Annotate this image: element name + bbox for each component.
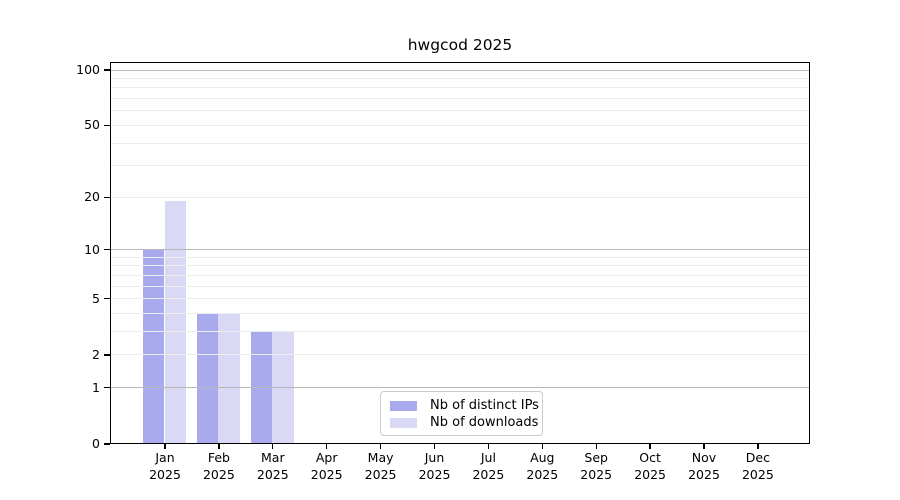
bar-downloads-feb [218, 313, 241, 443]
gridline-major [111, 387, 809, 389]
gridline-minor [111, 165, 809, 167]
legend-swatch-downloads [390, 417, 417, 428]
x-tick [326, 444, 328, 449]
gridline-minor [111, 298, 809, 300]
y-tick [103, 443, 110, 445]
y-tick [103, 387, 110, 389]
y-tick-label: 0 [92, 436, 100, 451]
y-tick-label: 50 [84, 117, 100, 133]
x-tick [541, 444, 543, 449]
y-tick-label: 100 [76, 62, 100, 77]
x-tick-label: Feb 2025 [202, 450, 235, 482]
gridline-minor [111, 77, 809, 79]
gridline-minor [111, 196, 809, 198]
y-tick [103, 354, 110, 356]
gridline-minor [111, 256, 809, 258]
y-tick-label: 1 [92, 379, 100, 395]
y-tick-label: 5 [92, 290, 100, 306]
x-tick-label: Oct 2025 [634, 450, 666, 482]
x-tick [649, 444, 651, 449]
y-tick [103, 249, 110, 251]
gridline-minor [111, 124, 809, 126]
y-tick-label: 20 [84, 189, 100, 205]
x-tick [757, 444, 759, 449]
gridline-minor [111, 142, 809, 144]
x-tick-label: Jun 2025 [418, 450, 451, 482]
gridline-minor [111, 285, 809, 287]
gridline-major [111, 69, 809, 71]
x-tick-label: May 2025 [364, 450, 397, 482]
gridline-minor [111, 110, 809, 112]
x-tick-label: Jan 2025 [149, 450, 181, 482]
x-tick [433, 444, 436, 449]
gridline-minor [111, 354, 809, 356]
gridline-minor [111, 331, 809, 333]
plot-area [110, 62, 810, 444]
bar-distinct-ips-feb [196, 313, 219, 443]
y-tick [103, 124, 110, 127]
x-tick [487, 444, 490, 449]
x-tick-label: Mar 2025 [256, 450, 289, 482]
legend-label-distinct-ips: Nb of distinct IPs [430, 398, 539, 414]
x-tick [164, 444, 166, 449]
gridline-minor [111, 265, 809, 267]
gridline-minor [111, 98, 809, 100]
x-tick-label: Sep 2025 [580, 450, 613, 482]
y-tick [103, 69, 110, 71]
legend-entry-downloads: Nb of downloads [390, 415, 542, 432]
x-tick [595, 444, 597, 449]
chart-title: hwgcod 2025 [407, 36, 513, 54]
x-tick [703, 444, 705, 449]
bar-downloads-jan [164, 200, 187, 443]
gridline-major [111, 249, 809, 251]
x-tick-label: Nov 2025 [688, 450, 720, 482]
y-tick-label: 10 [84, 241, 100, 257]
gridline-minor [111, 274, 809, 276]
x-tick [272, 444, 274, 449]
legend-label-downloads: Nb of downloads [430, 414, 539, 430]
y-tick [103, 298, 110, 300]
bar-downloads-mar [272, 331, 295, 443]
x-tick-label: Jul 2025 [472, 450, 505, 482]
bar-distinct-ips-jan [142, 249, 165, 443]
legend: Nb of distinct IPs Nb of downloads [380, 391, 543, 436]
legend-swatch-distinct-ips [390, 401, 417, 412]
gridline-minor [111, 313, 809, 315]
gridline-minor [111, 87, 809, 89]
x-tick-label: Dec 2025 [741, 450, 774, 482]
legend-entry-distinct-ips: Nb of distinct IPs [390, 398, 542, 415]
bar-distinct-ips-mar [250, 331, 273, 443]
x-tick [218, 444, 220, 449]
y-tick-label: 2 [92, 346, 100, 362]
x-tick-label: Apr 2025 [310, 450, 343, 482]
x-tick [379, 444, 382, 449]
x-tick-label: Aug 2025 [526, 450, 559, 482]
y-tick [103, 196, 110, 198]
